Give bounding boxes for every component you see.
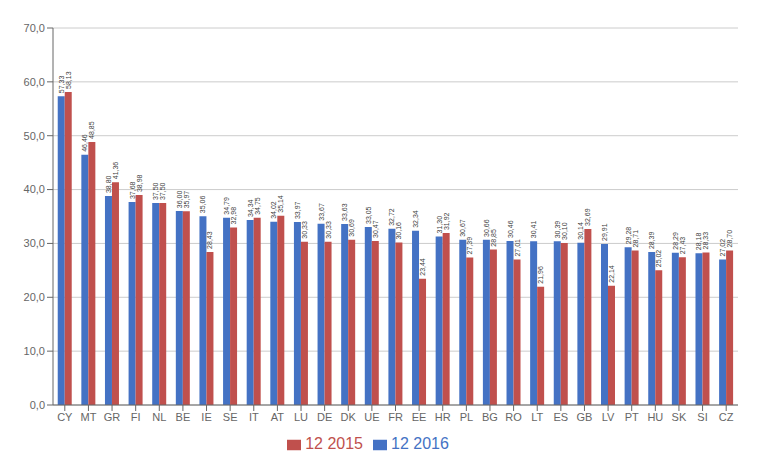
svg-text:10,0: 10,0	[24, 345, 45, 357]
svg-text:29,91: 29,91	[601, 223, 608, 241]
svg-text:38,98: 38,98	[136, 174, 143, 192]
svg-text:32,72: 32,72	[388, 208, 395, 226]
svg-text:28,43: 28,43	[206, 231, 213, 249]
svg-text:37,50: 37,50	[152, 182, 159, 200]
svg-text:41,36: 41,36	[112, 162, 119, 180]
svg-text:29,28: 29,28	[625, 227, 632, 245]
svg-text:HR: HR	[435, 411, 451, 423]
svg-text:30,0: 30,0	[24, 237, 45, 249]
svg-text:32,34: 32,34	[412, 210, 419, 228]
svg-text:NL: NL	[152, 411, 166, 423]
svg-text:30,16: 30,16	[395, 222, 402, 240]
svg-text:30,33: 30,33	[301, 221, 308, 239]
svg-text:35,06: 35,06	[199, 196, 206, 214]
svg-text:28,85: 28,85	[490, 229, 497, 247]
svg-text:33,97: 33,97	[294, 201, 301, 219]
svg-text:22,14: 22,14	[608, 265, 615, 283]
html-text:12 2015: 12 2015	[305, 435, 363, 452]
svg-text:FR: FR	[388, 411, 403, 423]
svg-text:PT: PT	[625, 411, 639, 423]
svg-text:RO: RO	[505, 411, 522, 423]
svg-text:58,13: 58,13	[65, 71, 72, 89]
svg-text:30,66: 30,66	[483, 219, 490, 237]
svg-text:SK: SK	[672, 411, 687, 423]
svg-text:SE: SE	[223, 411, 238, 423]
svg-text:PL: PL	[460, 411, 473, 423]
svg-text:30,33: 30,33	[325, 221, 332, 239]
svg-text:37,68: 37,68	[129, 181, 136, 199]
svg-text:57,33: 57,33	[58, 76, 65, 94]
svg-text:35,14: 35,14	[277, 195, 284, 213]
svg-text:LU: LU	[294, 411, 308, 423]
svg-text:46,46: 46,46	[81, 134, 88, 152]
svg-text:33,67: 33,67	[318, 203, 325, 221]
svg-text:DE: DE	[317, 411, 332, 423]
svg-text:EE: EE	[412, 411, 427, 423]
svg-text:21,96: 21,96	[537, 266, 544, 284]
svg-text:25,02: 25,02	[655, 250, 662, 268]
svg-text:30,41: 30,41	[530, 221, 537, 239]
svg-text:CZ: CZ	[719, 411, 734, 423]
svg-text:HU: HU	[647, 411, 663, 423]
svg-text:37,50: 37,50	[159, 182, 166, 200]
svg-text:LV: LV	[602, 411, 615, 423]
svg-text:GR: GR	[104, 411, 121, 423]
svg-text:ES: ES	[554, 411, 569, 423]
html-text:12 2016: 12 2016	[391, 435, 449, 452]
svg-text:30,10: 30,10	[561, 222, 568, 240]
svg-text:20,0: 20,0	[24, 291, 45, 303]
svg-text:FI: FI	[131, 411, 141, 423]
svg-text:SI: SI	[697, 411, 707, 423]
svg-text:IT: IT	[249, 411, 259, 423]
svg-text:27,43: 27,43	[679, 237, 686, 255]
svg-text:30,39: 30,39	[554, 221, 561, 239]
svg-text:32,69: 32,69	[584, 208, 591, 226]
svg-text:GB: GB	[577, 411, 593, 423]
svg-text:UE: UE	[364, 411, 379, 423]
svg-text:33,05: 33,05	[365, 206, 372, 224]
svg-text:28,70: 28,70	[726, 230, 733, 248]
svg-text:60,0: 60,0	[24, 76, 45, 88]
svg-text:30,14: 30,14	[577, 222, 584, 240]
svg-text:BE: BE	[176, 411, 191, 423]
svg-text:28,39: 28,39	[648, 231, 655, 249]
svg-text:50,0: 50,0	[24, 130, 45, 142]
svg-text:36,00: 36,00	[176, 190, 183, 208]
svg-text:CY: CY	[57, 411, 73, 423]
svg-text:34,79: 34,79	[223, 197, 230, 215]
svg-text:27,02: 27,02	[719, 239, 726, 257]
svg-text:30,47: 30,47	[372, 220, 379, 238]
svg-text:30,67: 30,67	[459, 219, 466, 237]
svg-text:35,97: 35,97	[183, 191, 190, 209]
svg-text:DK: DK	[341, 411, 357, 423]
svg-text:28,71: 28,71	[632, 230, 639, 248]
svg-text:27,01: 27,01	[514, 239, 521, 257]
svg-text:31,92: 31,92	[443, 212, 450, 230]
svg-text:32,98: 32,98	[230, 207, 237, 225]
svg-text:23,44: 23,44	[419, 258, 426, 276]
svg-text:38,80: 38,80	[105, 175, 112, 193]
svg-text:LT: LT	[531, 411, 543, 423]
svg-text:27,39: 27,39	[466, 237, 473, 255]
svg-text:MT: MT	[80, 411, 96, 423]
svg-text:48,85: 48,85	[88, 121, 95, 139]
svg-text:34,75: 34,75	[254, 197, 261, 215]
svg-text:28,29: 28,29	[672, 232, 679, 250]
svg-text:40,0: 40,0	[24, 183, 45, 195]
svg-text:28,18: 28,18	[695, 233, 702, 251]
svg-text:30,69: 30,69	[348, 219, 355, 237]
svg-text:30,46: 30,46	[507, 220, 514, 238]
svg-text:34,34: 34,34	[247, 199, 254, 217]
svg-text:28,33: 28,33	[702, 232, 709, 250]
svg-text:AT: AT	[271, 411, 285, 423]
svg-text:70,0: 70,0	[24, 22, 45, 34]
svg-text:BG: BG	[482, 411, 498, 423]
svg-text:0,0: 0,0	[30, 399, 45, 411]
svg-text:34,02: 34,02	[270, 201, 277, 219]
svg-text:33,63: 33,63	[341, 203, 348, 221]
svg-text:31,30: 31,30	[436, 216, 443, 234]
svg-text:IE: IE	[201, 411, 211, 423]
